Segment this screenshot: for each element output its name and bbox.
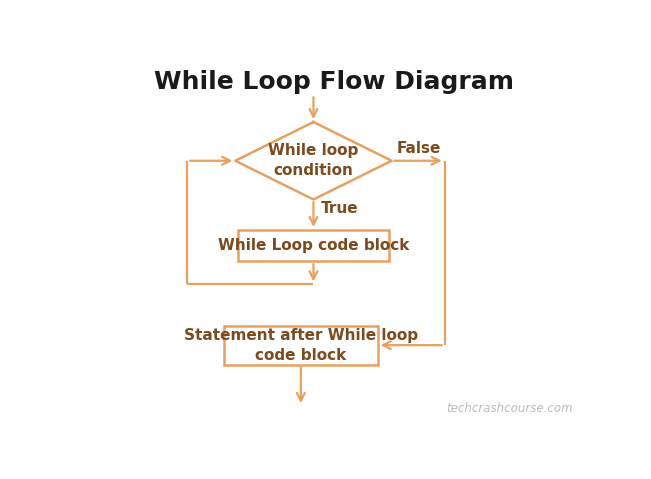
Text: False: False (396, 141, 441, 156)
Text: While Loop Flow Diagram: While Loop Flow Diagram (154, 70, 514, 94)
Text: While loop
condition: While loop condition (268, 143, 359, 178)
Text: True: True (321, 201, 359, 217)
FancyBboxPatch shape (224, 326, 378, 365)
Text: Statement after While loop
code block: Statement after While loop code block (184, 328, 418, 363)
FancyBboxPatch shape (238, 230, 389, 261)
Text: techcrashcourse.com: techcrashcourse.com (447, 402, 574, 415)
Text: While Loop code block: While Loop code block (218, 238, 409, 253)
